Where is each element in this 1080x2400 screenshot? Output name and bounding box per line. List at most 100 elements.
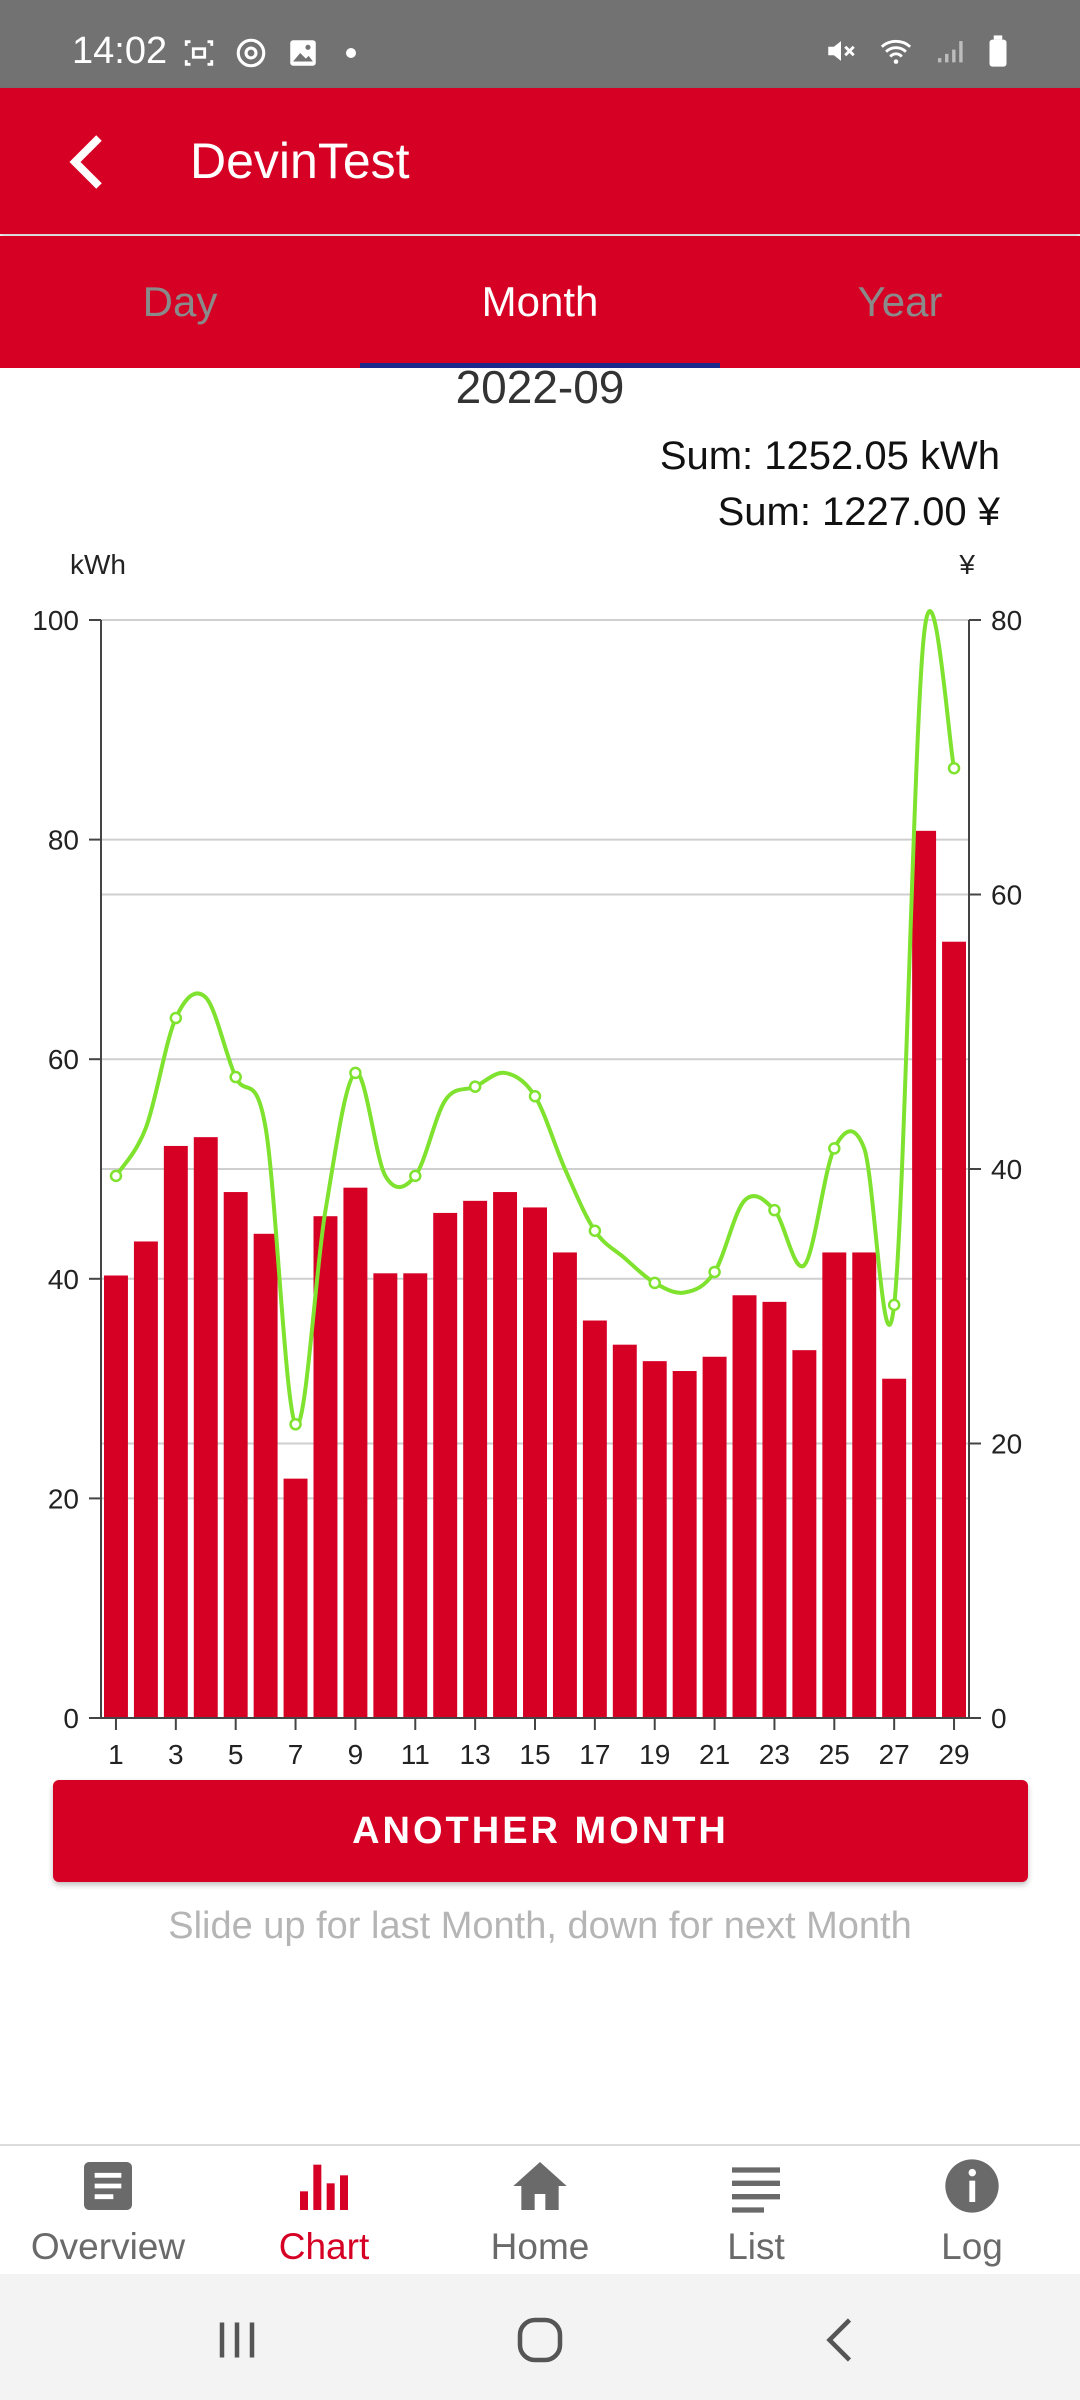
bottom-navigation: Overview Chart Home List Log: [0, 2144, 1080, 2276]
right-tick-label: 80: [991, 605, 1022, 636]
bar: [373, 1273, 398, 1718]
bar-chart-icon: [300, 2164, 348, 2210]
recent-apps-icon[interactable]: [207, 2310, 267, 2370]
bar: [762, 1301, 787, 1718]
bar: [163, 1145, 188, 1718]
bar: [702, 1356, 727, 1718]
right-tick-label: 60: [991, 880, 1022, 911]
cost-point: [828, 1142, 841, 1155]
cost-point: [768, 1203, 781, 1217]
right-tick-label: 0: [991, 1703, 1007, 1734]
left-tick-label: 60: [48, 1044, 79, 1075]
bar: [852, 1252, 877, 1718]
signal-icon: [937, 41, 963, 63]
bar: [193, 1137, 218, 1718]
tab-day[interactable]: Day: [142, 278, 218, 325]
tab-year[interactable]: Year: [857, 278, 943, 325]
x-tick-label: 13: [460, 1739, 491, 1770]
bar: [942, 941, 967, 1718]
cost-point: [468, 1080, 482, 1093]
nav-label-overview: Overview: [30, 2226, 186, 2267]
x-tick-label: 1: [108, 1739, 124, 1770]
nav-item-overview[interactable]: Overview: [0, 2146, 216, 2276]
cost-line: [114, 609, 956, 1427]
bar: [283, 1478, 308, 1718]
bar: [552, 1252, 577, 1718]
more-notifications-dot: [346, 48, 356, 58]
bar: [672, 1371, 697, 1718]
tab-month[interactable]: Month: [360, 236, 720, 368]
x-tick-label: 23: [759, 1739, 790, 1770]
nav-item-list[interactable]: List: [648, 2146, 864, 2276]
left-tick-label: 80: [48, 825, 79, 856]
swipe-hint: Slide up for last Month, down for next M…: [168, 1905, 912, 1947]
period-tabs: Day Month Year: [0, 236, 1080, 368]
home-button-icon[interactable]: [510, 2310, 570, 2370]
bar: [822, 1252, 847, 1718]
cost-point: [349, 1066, 362, 1080]
wifi-icon: [880, 39, 912, 64]
bar: [732, 1295, 757, 1718]
status-notification-icons: [182, 36, 356, 70]
nav-label-chart: Chart: [278, 2226, 370, 2267]
bar: [493, 1192, 518, 1718]
bar: [433, 1212, 458, 1718]
bar: [582, 1320, 607, 1718]
bar: [133, 1241, 158, 1718]
right-tick-label: 40: [991, 1154, 1022, 1185]
left-tick-label: 100: [32, 605, 79, 636]
cost-point: [528, 1090, 542, 1103]
cost-point: [409, 1169, 422, 1183]
cost-point: [169, 1011, 183, 1025]
bar: [882, 1378, 907, 1718]
x-tick-label: 29: [938, 1739, 969, 1770]
article-icon: [84, 2162, 132, 2210]
page-title: DevinTest: [190, 133, 410, 189]
screenshot-icon: [184, 40, 214, 66]
bar: [792, 1350, 817, 1718]
bar: [523, 1207, 547, 1718]
sync-icon: [236, 38, 266, 68]
x-tick-label: 25: [819, 1739, 850, 1770]
cost-point: [648, 1276, 661, 1290]
status-bar: 14:02: [0, 0, 1080, 88]
nav-item-chart[interactable]: Chart: [216, 2146, 432, 2276]
bar: [612, 1344, 637, 1718]
system-navigation-bar: [0, 2274, 1080, 2400]
bar: [912, 830, 937, 1718]
right-axis-unit: ¥: [958, 549, 975, 580]
app-bar: DevinTest: [0, 88, 1080, 234]
bar: [343, 1187, 368, 1718]
list-icon: [732, 2167, 780, 2213]
bar: [103, 1275, 128, 1718]
x-tick-label: 21: [699, 1739, 730, 1770]
x-tick-label: 5: [228, 1739, 244, 1770]
system-back-icon[interactable]: [812, 2310, 872, 2370]
left-tick-label: 40: [48, 1264, 79, 1295]
period-label: 2022-09: [455, 361, 625, 413]
nav-item-home[interactable]: Home: [432, 2146, 648, 2276]
another-month-button[interactable]: ANOTHER MONTH: [53, 1780, 1028, 1882]
home-icon: [513, 2162, 567, 2210]
gallery-icon: [290, 40, 316, 66]
bar: [223, 1192, 248, 1718]
status-time: 14:02: [72, 30, 168, 72]
right-tick-label: 20: [991, 1429, 1022, 1460]
x-tick-label: 15: [519, 1739, 550, 1770]
nav-item-log[interactable]: Log: [864, 2146, 1080, 2276]
mute-icon: [828, 41, 855, 61]
bar: [313, 1216, 338, 1718]
cost-point: [289, 1418, 302, 1431]
bar: [253, 1233, 278, 1718]
cost-sum: Sum: 1227.00 ¥: [717, 490, 1000, 534]
back-arrow-icon[interactable]: [54, 126, 126, 198]
cost-point: [588, 1224, 602, 1238]
x-tick-label: 7: [288, 1739, 304, 1770]
cost-point: [708, 1265, 721, 1279]
bar: [463, 1200, 488, 1718]
energy-sum: Sum: 1252.05 kWh: [659, 434, 1000, 478]
x-tick-label: 3: [168, 1739, 184, 1770]
left-axis-unit: kWh: [70, 549, 126, 580]
x-tick-label: 11: [401, 1739, 430, 1770]
